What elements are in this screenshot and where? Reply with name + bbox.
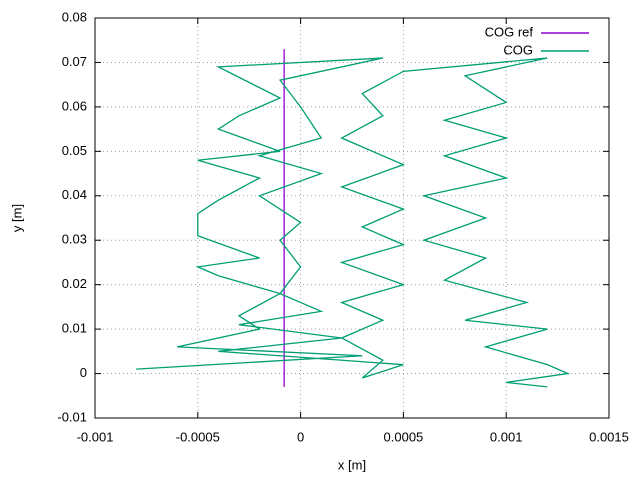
- legend-label: COG ref: [485, 24, 534, 39]
- y-tick-label: 0.07: [62, 54, 87, 69]
- y-tick-label: -0.01: [57, 409, 87, 424]
- y-tick-label: 0.03: [62, 232, 87, 247]
- y-tick-label: 0.05: [62, 143, 87, 158]
- y-tick-label: 0.06: [62, 98, 87, 113]
- x-tick-label: -0.0005: [176, 429, 220, 444]
- y-tick-label: 0.02: [62, 276, 87, 291]
- x-tick-label: 0.0015: [589, 429, 629, 444]
- y-tick-label: 0: [80, 365, 87, 380]
- plot-border: [94, 17, 610, 419]
- y-tick-label: 0.08: [62, 9, 87, 24]
- x-tick-label: 0.0005: [384, 429, 424, 444]
- series-line: [136, 57, 571, 388]
- x-tick-label: 0.001: [490, 429, 523, 444]
- y-tick-label: 0.04: [62, 187, 87, 202]
- y-axis-label: y [m]: [9, 204, 24, 232]
- x-axis-label: x [m]: [338, 457, 366, 472]
- x-tick-label: -0.001: [77, 429, 114, 444]
- y-tick-label: 0.01: [62, 321, 87, 336]
- legend-label: COG: [503, 42, 533, 57]
- x-tick-label: 0: [297, 429, 304, 444]
